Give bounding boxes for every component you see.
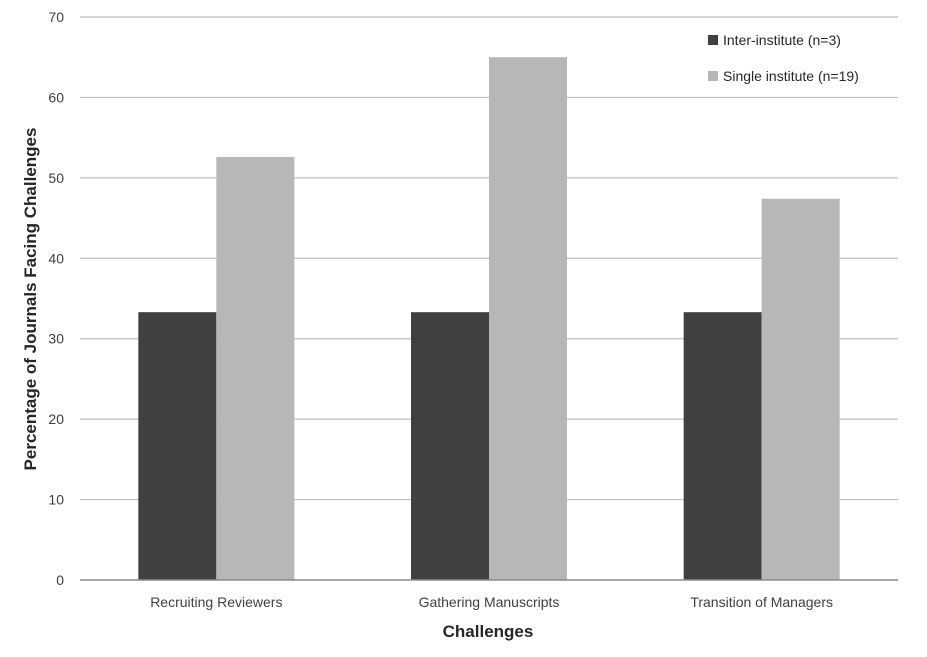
y-tick-label: 70: [48, 9, 64, 25]
legend-label: Inter-institute (n=3): [723, 32, 841, 48]
category-label: Transition of Managers: [690, 594, 833, 610]
legend: Inter-institute (n=3) Single institute (n…: [708, 32, 859, 84]
y-tick-label: 40: [48, 250, 64, 266]
y-tick-label: 50: [48, 170, 64, 186]
y-tick-label: 20: [48, 411, 64, 427]
legend-swatch: [708, 71, 718, 81]
category-label: Recruiting Reviewers: [150, 594, 282, 610]
y-tick-label: 60: [48, 89, 64, 105]
legend-swatch: [708, 35, 718, 45]
bar-single-institute: [216, 156, 295, 580]
y-tick-label: 0: [56, 572, 64, 588]
bars: [138, 57, 840, 581]
y-tick-label: 30: [48, 331, 64, 347]
bar-inter-institute: [411, 312, 489, 580]
category-label: Gathering Manuscripts: [419, 594, 560, 610]
category-labels: Recruiting Reviewers Gathering Manuscript…: [150, 594, 833, 610]
legend-label: Single institute (n=19): [723, 68, 859, 84]
x-axis-title: Challenges: [443, 622, 534, 641]
bar-inter-institute: [683, 312, 762, 580]
bar-inter-institute: [138, 312, 217, 580]
y-axis-title: Percentage of Journals Facing Challenges: [21, 128, 40, 471]
bar-single-institute: [761, 198, 840, 581]
bar-single-institute: [489, 57, 567, 580]
y-tick-labels: 0 10 20 30 40 50 60 70: [48, 9, 64, 588]
y-tick-label: 10: [48, 492, 64, 508]
